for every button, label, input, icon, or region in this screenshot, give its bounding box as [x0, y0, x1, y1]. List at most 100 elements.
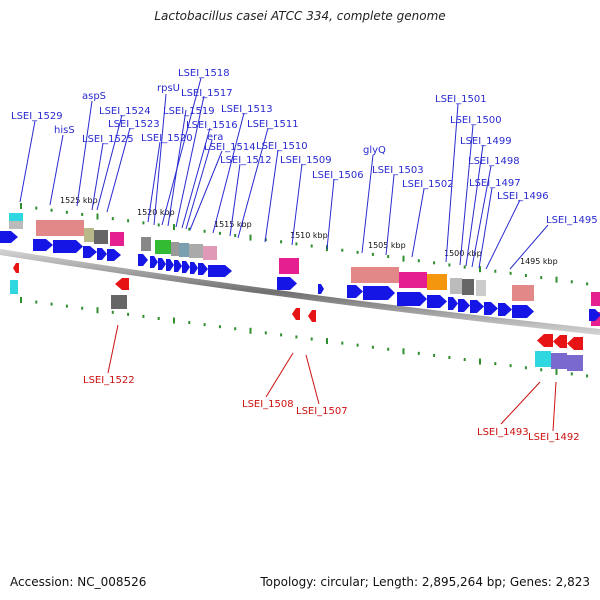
ruler-tick	[81, 306, 84, 310]
gene-arrow	[107, 249, 121, 261]
ruler-tick	[188, 227, 191, 231]
gene-label: LSEI_1516	[186, 120, 238, 131]
feature-boxes-upper	[9, 213, 600, 306]
ruler-tick	[417, 259, 420, 263]
ruler-tick	[157, 316, 160, 320]
ruler-tick	[280, 333, 283, 337]
ruler-tick	[326, 338, 328, 345]
gene-arrow	[589, 309, 600, 321]
feature-box	[567, 355, 583, 371]
label-leaders	[19, 77, 557, 432]
ruler-tick	[234, 327, 237, 331]
gene-arrow	[190, 262, 198, 274]
gene-arrow	[150, 256, 158, 268]
feature-box	[111, 295, 127, 309]
gene-arrow	[498, 303, 512, 316]
ruler-tick	[50, 208, 53, 212]
ruler-tick	[524, 366, 527, 370]
ruler-tick	[570, 280, 573, 284]
gene-label: LSEI_1497	[469, 178, 521, 189]
gene-label: LSEI_1509	[280, 155, 332, 166]
ruler-tick	[463, 358, 466, 362]
gene-arrow	[182, 261, 190, 273]
feature-box	[476, 280, 486, 296]
gene-label: hisS	[54, 125, 75, 136]
feature-box	[94, 230, 108, 244]
ruler-tick	[188, 321, 191, 325]
gene-arrow	[158, 258, 166, 270]
ruler-tick	[173, 317, 175, 324]
feature-box	[36, 220, 84, 236]
gene-arrow	[0, 231, 18, 243]
gene-arrow	[83, 246, 97, 258]
ruler-tick	[371, 345, 374, 349]
ruler-tick	[111, 217, 114, 221]
ruler-tick	[509, 271, 512, 275]
gene-label: LSEI_1496	[497, 191, 549, 202]
feature-box	[535, 351, 551, 367]
gene-label: LSEI_1500	[450, 115, 502, 126]
feature-box	[591, 292, 600, 306]
feature-box	[351, 267, 399, 283]
ruler-tick	[20, 203, 22, 209]
ruler-tick	[96, 213, 99, 220]
gene-arrow	[484, 302, 498, 315]
ruler-tick	[127, 312, 130, 316]
ruler-tick	[234, 233, 237, 237]
feature-box	[9, 213, 23, 221]
ruler-tick	[142, 221, 145, 225]
genome-backbone	[0, 249, 600, 335]
gene-arrow	[115, 278, 129, 290]
ruler-tick	[509, 364, 512, 368]
ruler-tick	[387, 255, 390, 259]
gene-arrow	[208, 265, 232, 277]
ruler-tick	[203, 323, 206, 327]
ruler-tick	[586, 374, 589, 378]
gene-arrow	[138, 254, 148, 266]
ruler-tick	[50, 302, 53, 306]
ruler-tick	[570, 372, 573, 376]
ruler-tick	[433, 353, 436, 357]
ruler-tick	[249, 234, 252, 241]
ruler-tick	[218, 231, 221, 235]
gene-arrow	[347, 285, 363, 298]
gene-label: LSEI_1510	[256, 141, 308, 152]
gene-label: LSEI_1503	[372, 165, 424, 176]
ruler-tick	[280, 240, 283, 244]
ruler-label-1515: 1515 kbp	[214, 220, 252, 229]
gene-label: LSEI_1529	[11, 111, 63, 122]
ruler-tick	[494, 362, 497, 366]
ruler-tick	[494, 269, 497, 273]
feature-box	[551, 353, 567, 369]
feature-box	[171, 242, 179, 256]
gene-arrow	[458, 299, 470, 312]
ruler-tick	[479, 358, 481, 365]
ruler-tick	[35, 206, 38, 210]
gene-label: rpsU	[157, 83, 180, 94]
ruler-tick	[264, 331, 267, 335]
feature-box	[84, 228, 94, 242]
ruler-tick	[203, 229, 206, 233]
feature-box	[10, 280, 18, 294]
gene-label: LSEI_1508	[242, 399, 294, 410]
gene-label: LSEI_1499	[460, 136, 512, 147]
gene-arrow	[318, 284, 324, 294]
ruler-label-1510: 1510 kbp	[290, 231, 328, 240]
gene-arrow	[13, 263, 19, 273]
feature-box	[110, 232, 124, 246]
ruler-tick	[448, 355, 451, 359]
gene-label: LSEI_1511	[247, 119, 299, 130]
gene-label: LSEI_1498	[468, 156, 520, 167]
gene-arrow	[33, 239, 53, 251]
gene-arrow	[174, 260, 182, 272]
feature-box	[450, 278, 462, 294]
ruler-label-1520: 1520 kbp	[137, 208, 175, 217]
ruler-tick	[463, 265, 466, 269]
ruler-tick	[402, 348, 405, 355]
ruler-tick	[65, 304, 68, 308]
ruler-tick	[356, 343, 359, 347]
ruler-tick	[65, 210, 68, 214]
gene-label: LSEI_1519	[163, 106, 215, 117]
ruler-tick	[417, 351, 420, 355]
